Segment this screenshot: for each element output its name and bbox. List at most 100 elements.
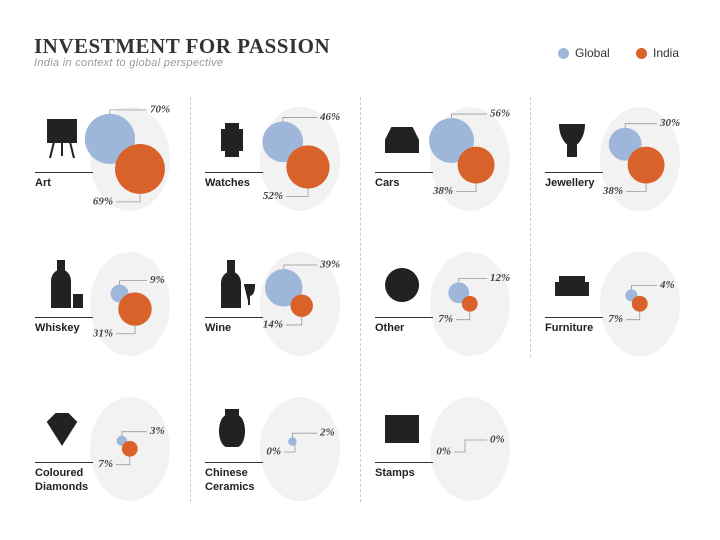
bubble-india — [118, 292, 152, 326]
category-icon — [555, 276, 589, 296]
category-icon — [221, 260, 256, 308]
value-label: 7% — [438, 313, 453, 325]
category-icon — [385, 268, 420, 302]
value-label: 0% — [490, 434, 505, 446]
panel-graphic: 56% 38% — [385, 107, 510, 211]
leader-line — [626, 183, 647, 192]
category-label: Coloured Diamonds — [35, 462, 93, 494]
panel-graphic: 3% 7% — [46, 397, 170, 501]
value-label: 56% — [490, 108, 510, 120]
category-panel: 12% 7% Other — [370, 237, 535, 377]
leader-line — [626, 311, 641, 321]
panel-graphic: 46% 52% — [221, 107, 340, 211]
category-panel: 9% 31% Whiskey — [30, 237, 195, 377]
category-icon — [385, 415, 419, 443]
value-label: 39% — [319, 259, 340, 271]
leader-line — [116, 193, 141, 203]
chart-title: INVESTMENT FOR PASSION — [34, 34, 331, 58]
bubble-india — [286, 145, 330, 189]
panel-graphic: 4% 7% — [555, 252, 680, 356]
legend-swatch — [558, 47, 569, 59]
category-label: Chinese Ceramics — [205, 462, 263, 494]
category-label: Other — [375, 317, 433, 335]
leader-line — [116, 456, 131, 466]
leader-line — [458, 277, 487, 283]
legend-item: Global — [558, 46, 610, 60]
category-icon — [46, 413, 78, 446]
category-label: Furniture — [545, 317, 603, 335]
leader-line — [456, 183, 477, 192]
category-icon — [219, 409, 245, 447]
leader-line — [624, 123, 657, 128]
value-label: 9% — [150, 274, 165, 286]
category-panel: 56% 38% Cars — [370, 92, 535, 232]
category-panel: 0% 0% Stamps — [370, 382, 535, 522]
value-label: 14% — [263, 318, 283, 330]
panel-graphic: 9% 31% — [51, 252, 170, 356]
background-splash — [430, 397, 510, 501]
leader-line — [283, 264, 317, 270]
legend-swatch — [636, 47, 647, 59]
category-icon — [559, 123, 585, 157]
category-panel: 4% 7% Furniture — [540, 237, 705, 377]
leader-line — [631, 285, 657, 290]
category-label: Watches — [205, 172, 263, 190]
panel-graphic: 0% 0% — [385, 397, 510, 501]
bubble-india — [121, 440, 138, 457]
leader-line — [119, 280, 147, 285]
value-label: 7% — [608, 313, 623, 325]
divider — [190, 97, 191, 502]
background-splash — [260, 397, 340, 501]
bubble-global — [265, 269, 303, 307]
panel-graphic: 12% 7% — [385, 252, 510, 356]
legend-item: India — [636, 46, 679, 60]
value-label: 0% — [266, 446, 281, 458]
value-label: 31% — [92, 327, 113, 339]
category-icon — [51, 260, 83, 308]
leader-line — [116, 325, 136, 335]
bubble-india — [115, 144, 165, 194]
value-label: 3% — [149, 425, 165, 437]
value-label: 38% — [602, 185, 623, 197]
bubble-india — [627, 146, 665, 184]
category-panel: 70% 69% Art — [30, 92, 195, 232]
category-icon — [385, 127, 419, 153]
bubble-india — [290, 294, 313, 317]
leader-line — [454, 444, 466, 453]
value-label: 38% — [432, 185, 453, 197]
divider — [530, 97, 531, 357]
panel-graphic: 70% 69% — [47, 103, 170, 211]
leader-line — [284, 444, 296, 453]
legend-label: India — [653, 46, 680, 60]
panel-graphic: 30% 38% — [559, 107, 680, 211]
leader-line — [464, 439, 487, 444]
bubble-global — [448, 282, 470, 304]
value-label: 70% — [150, 103, 170, 115]
value-label: 69% — [93, 195, 113, 207]
category-panel: 2% 0% Chinese Ceramics — [200, 382, 365, 522]
category-label: Cars — [375, 172, 433, 190]
category-label: Whiskey — [35, 317, 93, 335]
category-panel: 3% 7% Coloured Diamonds — [30, 382, 195, 522]
category-icon — [221, 123, 243, 157]
leader-line — [292, 432, 317, 438]
category-icon — [47, 119, 77, 159]
bubble-global — [288, 437, 297, 446]
leader-line — [286, 188, 309, 198]
value-label: 12% — [490, 272, 510, 284]
bubble-global — [429, 118, 474, 163]
category-label: Art — [35, 172, 93, 190]
value-label: 4% — [659, 279, 675, 291]
divider — [360, 97, 361, 502]
leader-line — [109, 109, 147, 114]
leader-line — [282, 117, 317, 122]
leader-line — [121, 431, 147, 436]
leader-line — [286, 316, 303, 326]
value-label: 46% — [319, 111, 340, 123]
category-panel: 46% 52% Watches — [200, 92, 365, 232]
category-label: Stamps — [375, 462, 433, 480]
value-label: 52% — [263, 190, 283, 202]
leader-line — [456, 311, 471, 321]
category-panel: 30% 38% Jewellery — [540, 92, 705, 232]
